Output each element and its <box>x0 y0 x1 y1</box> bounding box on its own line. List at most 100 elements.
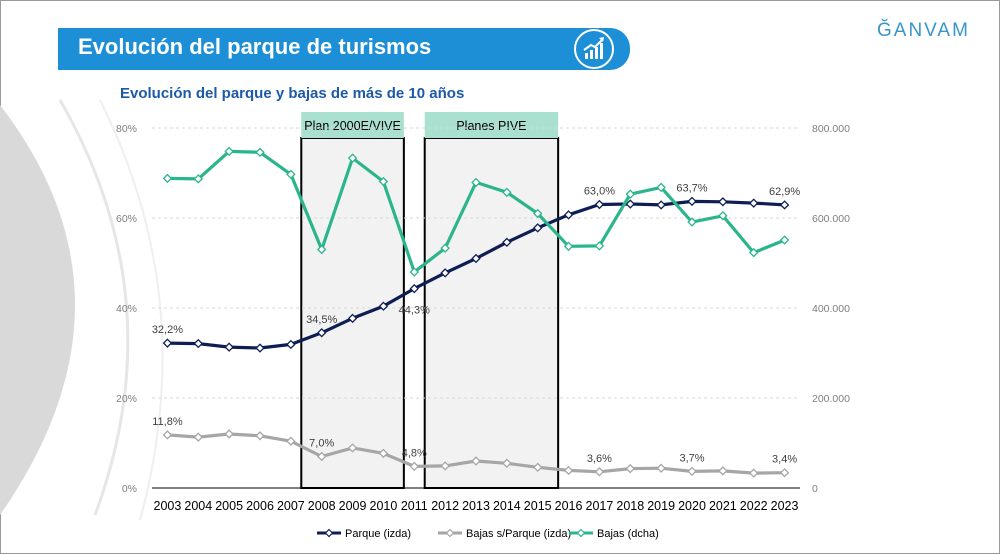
data-point <box>779 467 790 478</box>
legend-label: Bajas (dcha) <box>597 528 659 540</box>
data-point <box>162 338 173 348</box>
data-point <box>687 466 697 477</box>
data-point <box>563 465 574 476</box>
x-axis-tick: 2021 <box>709 499 737 513</box>
data-point <box>255 147 265 158</box>
data-point <box>625 199 636 209</box>
right-axis-tick: 0 <box>812 483 818 495</box>
band-label: Plan 2000E/VIVE <box>304 119 401 133</box>
data-label: 7,0% <box>309 438 334 450</box>
legend-marker <box>445 528 455 538</box>
data-point <box>625 463 636 474</box>
data-label: 44,3% <box>399 305 430 317</box>
data-point <box>687 217 697 227</box>
band-label: Planes PIVE <box>456 119 526 133</box>
data-point <box>347 443 358 453</box>
data-point <box>440 461 450 471</box>
x-axis-tick: 2011 <box>401 499 428 513</box>
data-point <box>255 343 265 353</box>
data-point <box>563 210 574 220</box>
data-point <box>316 451 327 462</box>
x-axis-tick: 2007 <box>277 499 305 513</box>
data-point <box>316 328 327 338</box>
legend-marker <box>324 528 334 538</box>
x-axis-tick: 2017 <box>586 499 614 513</box>
data-point <box>347 153 358 163</box>
data-point <box>224 146 234 157</box>
decorative-background-graphic <box>0 99 164 521</box>
data-point <box>162 430 173 440</box>
left-axis-tick: 80% <box>116 123 137 135</box>
right-axis-tick: 400.000 <box>812 303 850 315</box>
data-point <box>656 463 666 473</box>
data-point <box>378 301 389 311</box>
x-axis-tick: 2004 <box>184 499 212 513</box>
data-label: 11,8% <box>152 416 183 428</box>
legend-label: Parque (izda) <box>345 528 411 540</box>
data-point <box>656 182 666 193</box>
right-axis-tick: 200.000 <box>812 393 850 405</box>
data-point <box>502 458 512 468</box>
band-label-box <box>424 112 559 138</box>
data-label: 32,2% <box>152 324 183 336</box>
data-point <box>563 241 574 252</box>
x-axis-tick: 2009 <box>339 499 367 513</box>
data-point <box>718 197 728 207</box>
data-point <box>625 189 636 199</box>
left-axis-tick: 60% <box>116 213 137 225</box>
data-point <box>532 223 543 233</box>
data-point <box>532 462 543 473</box>
data-label: 3,4% <box>772 454 797 466</box>
data-point <box>409 283 420 294</box>
x-axis-tick: 2012 <box>431 499 459 513</box>
data-point <box>718 466 728 476</box>
data-point <box>286 169 296 180</box>
right-axis-tick: 800.000 <box>812 123 850 135</box>
x-axis-tick: 2013 <box>462 499 490 513</box>
data-point <box>316 244 327 255</box>
data-label: 3,6% <box>587 453 612 465</box>
data-point <box>502 237 512 248</box>
page-title: Evolución del parque de turismos <box>78 34 432 59</box>
data-point <box>286 436 296 446</box>
data-point <box>656 200 666 210</box>
data-label: 63,0% <box>584 186 615 198</box>
data-point <box>193 432 204 442</box>
data-label: 3,7% <box>679 452 704 464</box>
right-axis-tick: 600.000 <box>812 213 850 225</box>
x-axis-tick: 2016 <box>555 499 583 513</box>
x-axis-tick: 2006 <box>246 499 274 513</box>
chart-title: Evolución del parque y bajas de más de 1… <box>120 85 465 102</box>
data-point <box>532 208 543 219</box>
data-point <box>748 468 759 478</box>
data-label: 34,5% <box>306 314 337 326</box>
data-point <box>594 241 605 251</box>
x-axis-tick: 2019 <box>647 499 675 513</box>
data-point <box>162 173 173 184</box>
band-label-box <box>301 112 404 138</box>
data-point <box>779 200 790 210</box>
x-axis-tick: 2020 <box>678 499 706 513</box>
chart-growth-icon <box>574 29 614 69</box>
data-point <box>594 199 605 210</box>
data-point <box>224 429 234 439</box>
data-point <box>378 448 389 459</box>
left-axis-tick: 40% <box>116 303 137 315</box>
data-point <box>409 461 420 472</box>
x-axis-tick: 2003 <box>154 499 182 513</box>
x-axis-tick: 2023 <box>771 499 799 513</box>
title-bar: Evolución del parque de turismos <box>58 28 630 70</box>
data-point <box>347 313 358 324</box>
data-point <box>779 235 790 245</box>
x-axis-tick: 2018 <box>616 499 644 513</box>
data-point <box>193 338 204 349</box>
data-point <box>409 267 420 277</box>
ganvam-logo: ĞANVAM <box>877 20 970 41</box>
legend-marker <box>576 528 586 538</box>
data-point <box>718 211 728 221</box>
data-point <box>440 243 450 253</box>
data-point <box>748 247 759 258</box>
data-point <box>687 196 697 207</box>
x-axis-tick: 2010 <box>370 499 398 513</box>
